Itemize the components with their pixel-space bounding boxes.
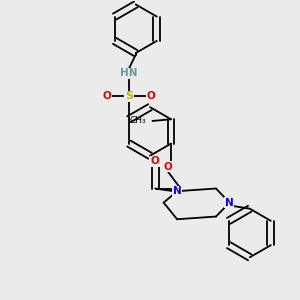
Text: HN: HN: [120, 68, 138, 78]
Text: O: O: [146, 91, 155, 101]
Text: O: O: [151, 157, 160, 166]
Text: N: N: [173, 186, 182, 196]
Text: N: N: [225, 198, 234, 208]
Text: O: O: [103, 91, 111, 101]
Text: S: S: [125, 91, 133, 101]
Text: O: O: [163, 161, 172, 172]
Text: CH₃: CH₃: [129, 116, 146, 125]
